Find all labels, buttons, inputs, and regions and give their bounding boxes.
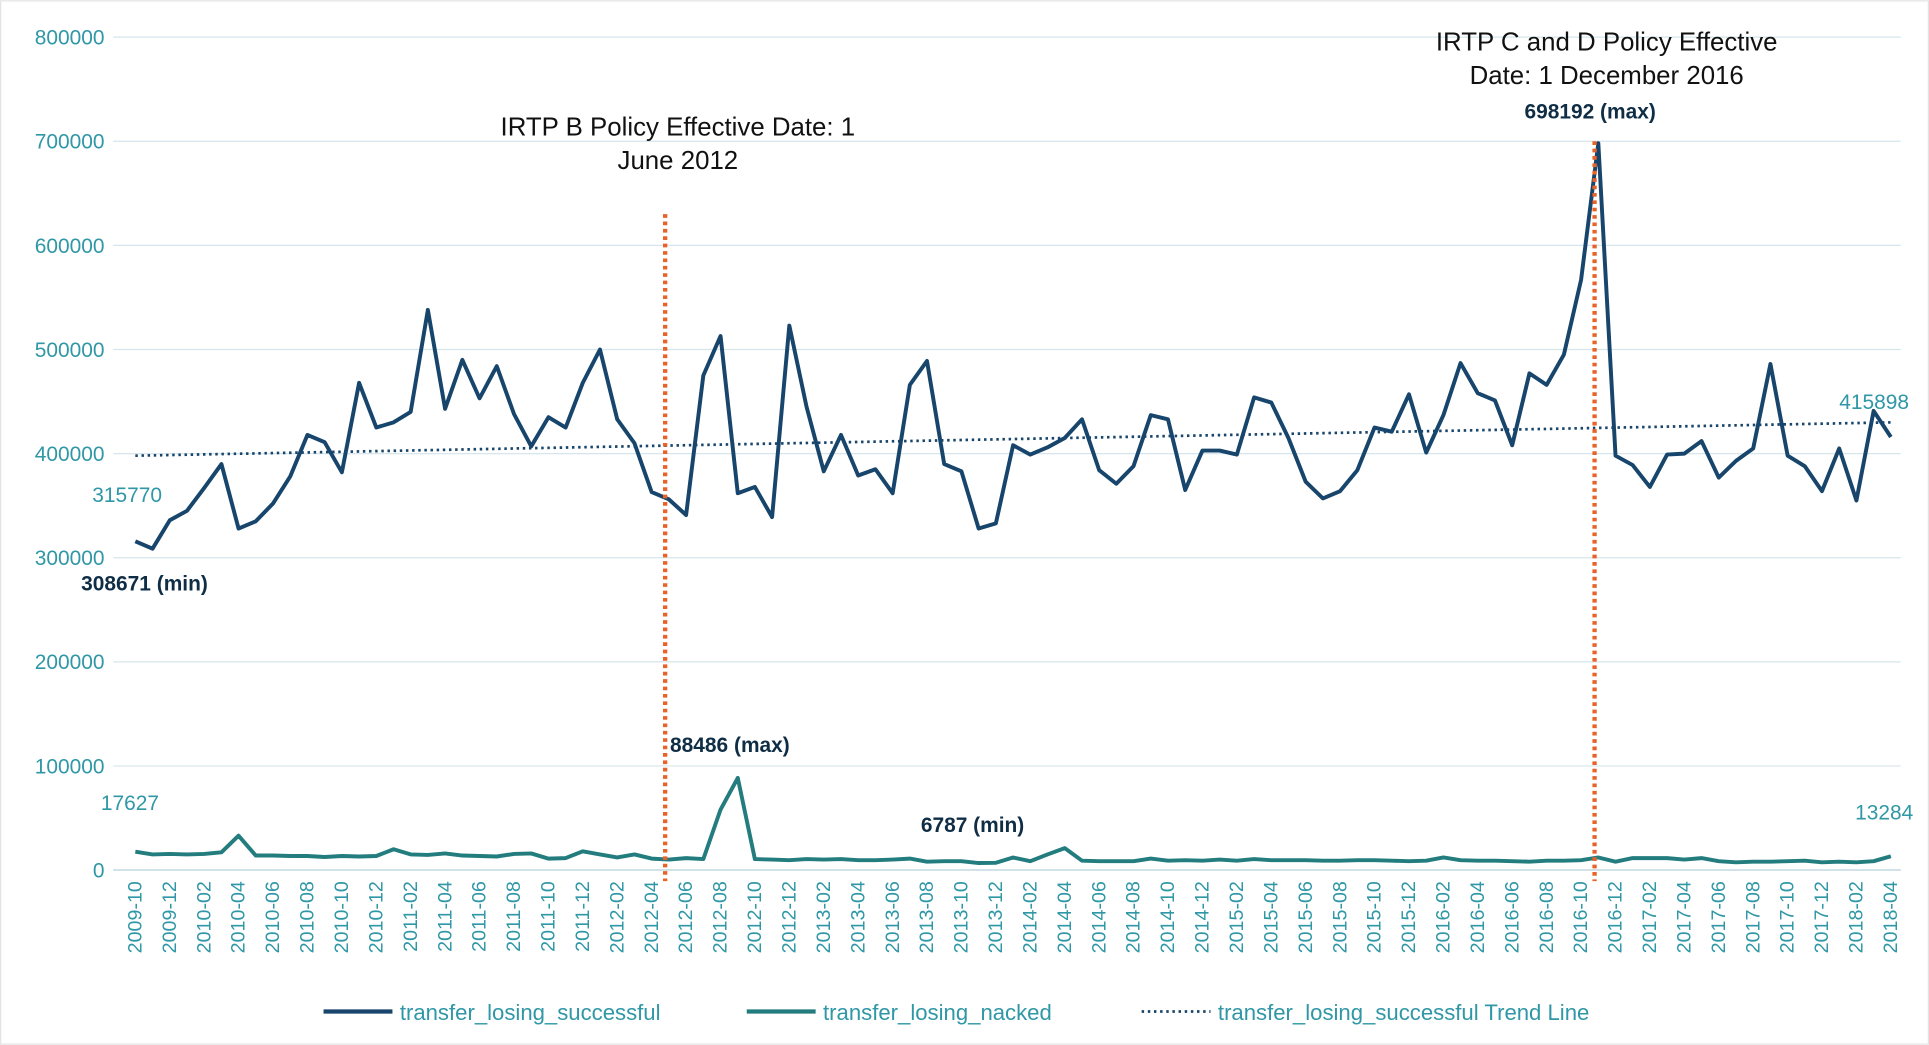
y-tick-label: 400000: [35, 443, 105, 466]
data-label: 315770: [92, 484, 162, 507]
x-tick-label: 2016-04: [1467, 881, 1489, 953]
x-tick-label: 2011-02: [400, 881, 422, 952]
y-tick-label: 800000: [35, 27, 105, 50]
x-tick-label: 2016-02: [1433, 881, 1455, 953]
x-tick-label: 2015-12: [1398, 881, 1420, 953]
y-tick-label: 600000: [35, 235, 105, 258]
x-tick-label: 2016-10: [1570, 881, 1592, 953]
x-tick-label: 2013-02: [813, 881, 835, 953]
legend-label: transfer_losing_nacked: [823, 1000, 1052, 1025]
x-tick-label: 2012-10: [744, 881, 766, 953]
x-tick-label: 2017-02: [1639, 881, 1661, 953]
x-tick-label: 2011-04: [434, 881, 456, 952]
y-tick-label: 500000: [35, 339, 105, 362]
x-tick-label: 2012-12: [779, 881, 801, 953]
x-tick-label: 2016-12: [1605, 881, 1627, 953]
x-tick-label: 2011-12: [572, 881, 594, 952]
x-tick-label: 2010-06: [262, 881, 284, 953]
x-tick-label: 2011-06: [469, 881, 491, 952]
x-tick-label: 2012-02: [606, 881, 628, 953]
data-label: 415898: [1839, 391, 1909, 414]
x-tick-label: 2012-08: [710, 881, 732, 953]
data-label: 6787 (min): [921, 814, 1024, 837]
annotation: IRTP B Policy Effective Date: 1: [501, 114, 856, 142]
x-tick-label: 2011-08: [503, 881, 525, 952]
data-label: 13284: [1855, 801, 1914, 824]
x-tick-label: 2015-04: [1260, 881, 1282, 953]
x-tick-label: 2013-06: [882, 881, 904, 953]
x-tick-label: 2013-10: [951, 881, 973, 953]
x-tick-label: 2014-08: [1123, 881, 1145, 953]
y-tick-label: 100000: [35, 755, 105, 778]
data-label: 308671 (min): [81, 573, 208, 596]
x-tick-label: 2010-04: [228, 881, 250, 953]
x-tick-label: 2018-02: [1846, 881, 1868, 953]
x-tick-label: 2013-08: [916, 881, 938, 953]
annotation: IRTP C and D Policy Effective: [1436, 29, 1778, 57]
x-tick-label: 2015-02: [1226, 881, 1248, 953]
annotation: June 2012: [618, 147, 739, 175]
x-tick-label: 2013-04: [847, 881, 869, 953]
x-tick-label: 2017-08: [1742, 881, 1764, 953]
x-tick-label: 2017-12: [1811, 881, 1833, 953]
x-tick-label: 2012-04: [641, 881, 663, 953]
data-label: 88486 (max): [670, 734, 790, 757]
x-tick-label: 2017-06: [1708, 881, 1730, 953]
x-tick-label: 2010-08: [297, 881, 319, 953]
legend-label: transfer_losing_successful Trend Line: [1218, 1000, 1589, 1025]
x-tick-label: 2014-12: [1192, 881, 1214, 953]
x-tick-label: 2014-04: [1054, 881, 1076, 953]
annotation: Date: 1 December 2016: [1470, 62, 1744, 90]
series-line: [134, 141, 1893, 551]
x-tick-label: 2014-10: [1157, 881, 1179, 953]
x-tick-label: 2014-06: [1088, 881, 1110, 953]
x-tick-label: 2010-12: [365, 881, 387, 953]
y-tick-label: 300000: [35, 547, 105, 570]
x-tick-label: 2009-12: [159, 881, 181, 953]
x-tick-label: 2010-02: [193, 881, 215, 953]
x-tick-label: 2017-10: [1777, 881, 1799, 953]
x-tick-label: 2016-06: [1501, 881, 1523, 953]
y-tick-label: 0: [93, 859, 105, 882]
data-label: 698192 (max): [1524, 101, 1655, 124]
data-label: 17627: [101, 792, 159, 815]
x-tick-label: 2014-02: [1019, 881, 1041, 953]
y-tick-label: 200000: [35, 651, 105, 674]
x-tick-label: 2015-10: [1364, 881, 1386, 953]
x-tick-label: 2018-04: [1880, 881, 1902, 953]
x-tick-label: 2017-04: [1673, 881, 1695, 953]
x-tick-label: 2010-10: [331, 881, 353, 953]
series-line: [135, 775, 1892, 865]
x-tick-label: 2016-08: [1536, 881, 1558, 953]
x-tick-label: 2015-08: [1329, 881, 1351, 953]
legend-label: transfer_losing_successful: [400, 1000, 661, 1025]
x-tick-label: 2009-10: [124, 881, 146, 953]
y-tick-label: 700000: [35, 131, 105, 154]
x-tick-label: 2011-10: [538, 881, 560, 952]
x-tick-label: 2013-12: [985, 881, 1007, 953]
x-tick-label: 2015-06: [1295, 881, 1317, 953]
x-tick-label: 2012-06: [675, 881, 697, 953]
